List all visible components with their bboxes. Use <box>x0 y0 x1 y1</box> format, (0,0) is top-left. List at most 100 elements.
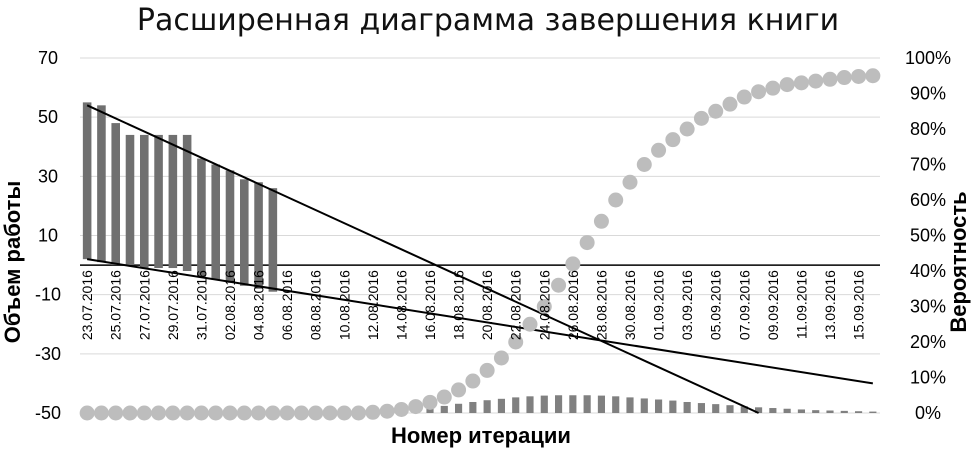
y-tick-label: 30 <box>38 166 58 186</box>
probability-bar <box>697 403 705 413</box>
probability-bar <box>840 410 848 413</box>
probability-points <box>79 68 881 421</box>
y-tick-label: 50 <box>38 107 58 127</box>
probability-point <box>293 405 309 421</box>
work-bar <box>182 134 192 271</box>
y2-tick-label: 60% <box>910 190 946 210</box>
work-bar <box>82 102 92 260</box>
probability-point <box>79 405 95 421</box>
probability-point <box>793 75 809 91</box>
probability-bar <box>769 408 777 413</box>
probability-bar <box>569 395 577 413</box>
probability-point <box>265 405 281 421</box>
x-tick-label: 30.08.2016 <box>622 270 638 340</box>
probability-point <box>122 405 138 421</box>
probability-point <box>808 73 824 89</box>
probability-point <box>493 350 509 366</box>
y-tick-label: 70 <box>38 48 58 68</box>
probability-bar <box>512 397 520 413</box>
probability-point <box>779 77 795 93</box>
x-tick-label: 14.08.2016 <box>393 270 409 340</box>
probability-bar <box>869 411 877 413</box>
probability-bar <box>597 395 605 413</box>
probability-point <box>465 373 481 389</box>
probability-bar <box>740 406 748 413</box>
work-bar <box>225 170 235 283</box>
work-bar <box>125 134 135 266</box>
probability-bar <box>669 400 677 413</box>
y-tick-label: -50 <box>35 403 61 423</box>
probability-point <box>708 103 724 119</box>
probability-point <box>422 394 438 410</box>
probability-bar <box>426 407 434 413</box>
x-tick-label: 12.08.2016 <box>365 270 381 340</box>
work-bar <box>254 182 263 289</box>
y-tick-label: -30 <box>35 344 61 364</box>
x-tick-label: 28.08.2016 <box>593 270 609 340</box>
probability-point <box>436 389 452 405</box>
x-tick-label: 29.07.2016 <box>165 270 181 340</box>
probability-point <box>508 334 524 350</box>
work-bar <box>168 134 178 269</box>
probability-point <box>308 405 324 421</box>
work-bar <box>111 123 120 266</box>
x-tick-label: 05.09.2016 <box>708 270 724 340</box>
probability-bar <box>855 411 863 413</box>
work-bar <box>240 179 249 286</box>
x-tick-label: 02.08.2016 <box>222 270 238 340</box>
probability-point <box>193 405 209 421</box>
x-tick-label: 11.09.2016 <box>793 270 809 339</box>
y-tick-label: -10 <box>35 285 61 305</box>
y2-tick-label: 100% <box>905 48 951 68</box>
x-tick-label: 16.08.2016 <box>422 270 438 340</box>
probability-point <box>579 235 595 251</box>
probability-bar <box>797 409 805 413</box>
probability-bar <box>526 396 534 413</box>
probability-point <box>679 121 695 137</box>
probability-bar <box>483 400 491 413</box>
x-tick-label: 22.08.2016 <box>508 270 524 340</box>
probability-point <box>865 68 881 84</box>
probability-point <box>593 213 609 229</box>
probability-point <box>136 405 152 421</box>
probability-point <box>522 316 538 332</box>
probability-point <box>836 70 852 86</box>
probability-point <box>251 405 267 421</box>
y-axis-title: Объем работы <box>0 181 25 344</box>
chart-title: Расширенная диаграмма завершения книги <box>137 3 839 38</box>
probability-bar <box>497 398 505 413</box>
probability-point <box>351 405 367 421</box>
probability-point <box>636 157 652 172</box>
probability-point <box>851 68 867 84</box>
y2-axis-title: Вероятность <box>946 191 971 332</box>
probability-point <box>279 405 295 421</box>
x-tick-label: 09.09.2016 <box>765 270 781 340</box>
work-bar <box>211 164 220 280</box>
probability-point <box>393 401 409 417</box>
probability-bar <box>540 395 548 413</box>
x-tick-label: 13.09.2016 <box>822 270 838 340</box>
work-bar <box>197 158 206 277</box>
probability-bar <box>755 407 763 413</box>
probability-bar <box>555 395 563 413</box>
probability-bar <box>655 399 663 413</box>
probability-point <box>622 174 638 190</box>
probability-point <box>108 405 124 421</box>
probability-point <box>551 277 567 293</box>
probability-bar <box>783 408 791 413</box>
trend-line <box>86 258 874 385</box>
right-axis-ticks: 100% 90% 80% 70% 60% 50% 40% 30% 20% 10% 0% <box>905 48 951 423</box>
probability-point <box>236 405 252 421</box>
probability-point <box>536 299 552 314</box>
work-bar <box>154 134 163 269</box>
y2-tick-label: 50% <box>910 226 946 246</box>
work-bar <box>140 134 149 269</box>
x-tick-label: 18.08.2016 <box>451 270 467 340</box>
work-bar <box>268 188 278 292</box>
x-tick-label: 01.09.2016 <box>651 270 667 340</box>
probability-bar <box>626 397 634 413</box>
probability-point <box>93 405 109 421</box>
probability-point <box>665 132 681 148</box>
probability-point <box>451 382 467 398</box>
x-tick-label: 03.09.2016 <box>679 270 695 340</box>
